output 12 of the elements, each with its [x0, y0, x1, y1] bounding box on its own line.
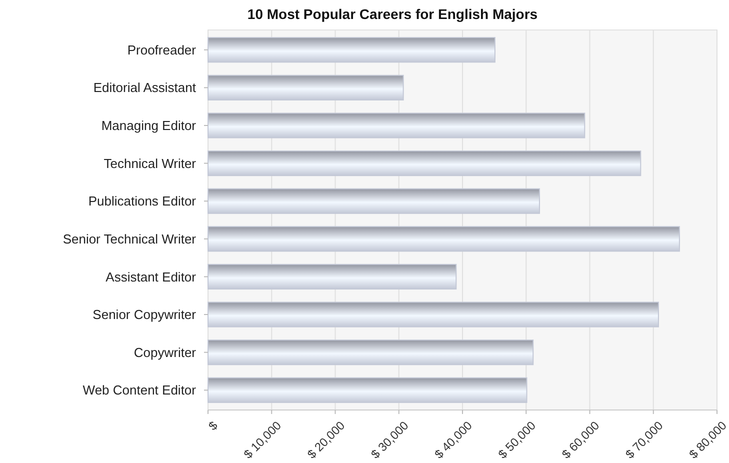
x-tick-label: $: [206, 418, 221, 434]
y-tick-label: Senior Copywriter: [92, 307, 197, 322]
y-tick-label: Managing Editor: [101, 118, 197, 134]
chart-title: 10 Most Popular Careers for English Majors: [247, 6, 538, 22]
y-tick-label: Editorial Assistant: [93, 80, 196, 96]
y-tick-label: Copywriter: [134, 344, 197, 360]
y-tick-label: Assistant Editor: [106, 269, 197, 284]
y-tick-label: Web Content Editor: [82, 382, 197, 398]
y-tick-label: Senior Technical Writer: [62, 231, 197, 246]
y-tick-label: Proofreader: [127, 42, 197, 58]
y-tick-label: Technical Writer: [104, 156, 197, 171]
y-tick-label: Publications Editor: [88, 194, 197, 209]
